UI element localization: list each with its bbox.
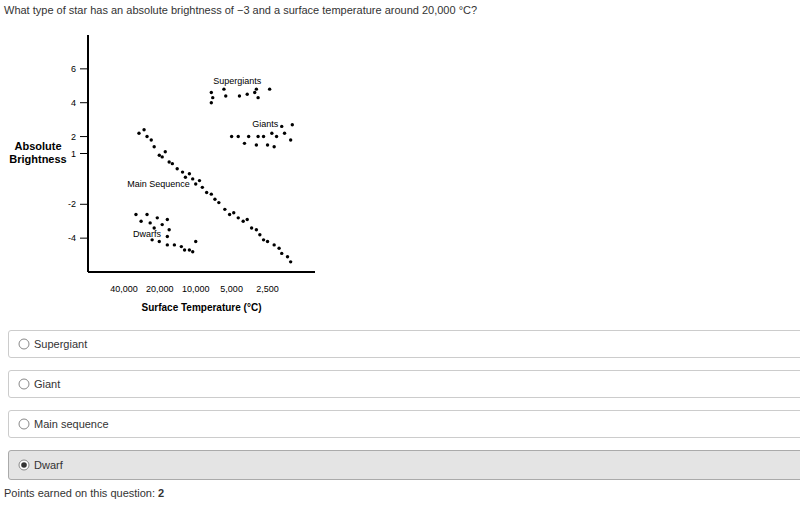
- svg-text:-2: -2: [68, 199, 76, 209]
- svg-text:40,000: 40,000: [110, 284, 138, 294]
- html-text:Surface Temperature (°C): Surface Temperature (°C): [141, 302, 262, 313]
- svg-text:Main Sequence: Main Sequence: [127, 179, 190, 189]
- svg-text:Supergiants: Supergiants: [213, 76, 262, 86]
- svg-text:6: 6: [71, 64, 76, 74]
- svg-text:Dwarfs: Dwarfs: [133, 229, 162, 239]
- html-text:What type of star has an absol: What type of star has an absolute bright…: [4, 4, 478, 16]
- html-text:Giant: Giant: [34, 378, 61, 390]
- html-text:Main sequence: Main sequence: [34, 418, 109, 430]
- html-text:Points earned on this question: Points earned on this question: 2: [4, 487, 165, 499]
- html-text:Dwarf: Dwarf: [34, 459, 63, 471]
- svg-text:20,000: 20,000: [146, 284, 174, 294]
- html-text:Absolute Brightness: Absolute Brightness: [9, 140, 67, 165]
- html-text:Supergiant: Supergiant: [34, 338, 88, 350]
- svg-text:2: 2: [71, 132, 76, 142]
- svg-text:1: 1: [71, 149, 76, 159]
- svg-text:2,500: 2,500: [256, 284, 279, 294]
- svg-text:4: 4: [71, 98, 76, 108]
- svg-text:Giants: Giants: [252, 119, 279, 129]
- svg-text:5,000: 5,000: [220, 284, 243, 294]
- svg-text:-4: -4: [68, 233, 76, 243]
- svg-text:10,000: 10,000: [182, 284, 210, 294]
